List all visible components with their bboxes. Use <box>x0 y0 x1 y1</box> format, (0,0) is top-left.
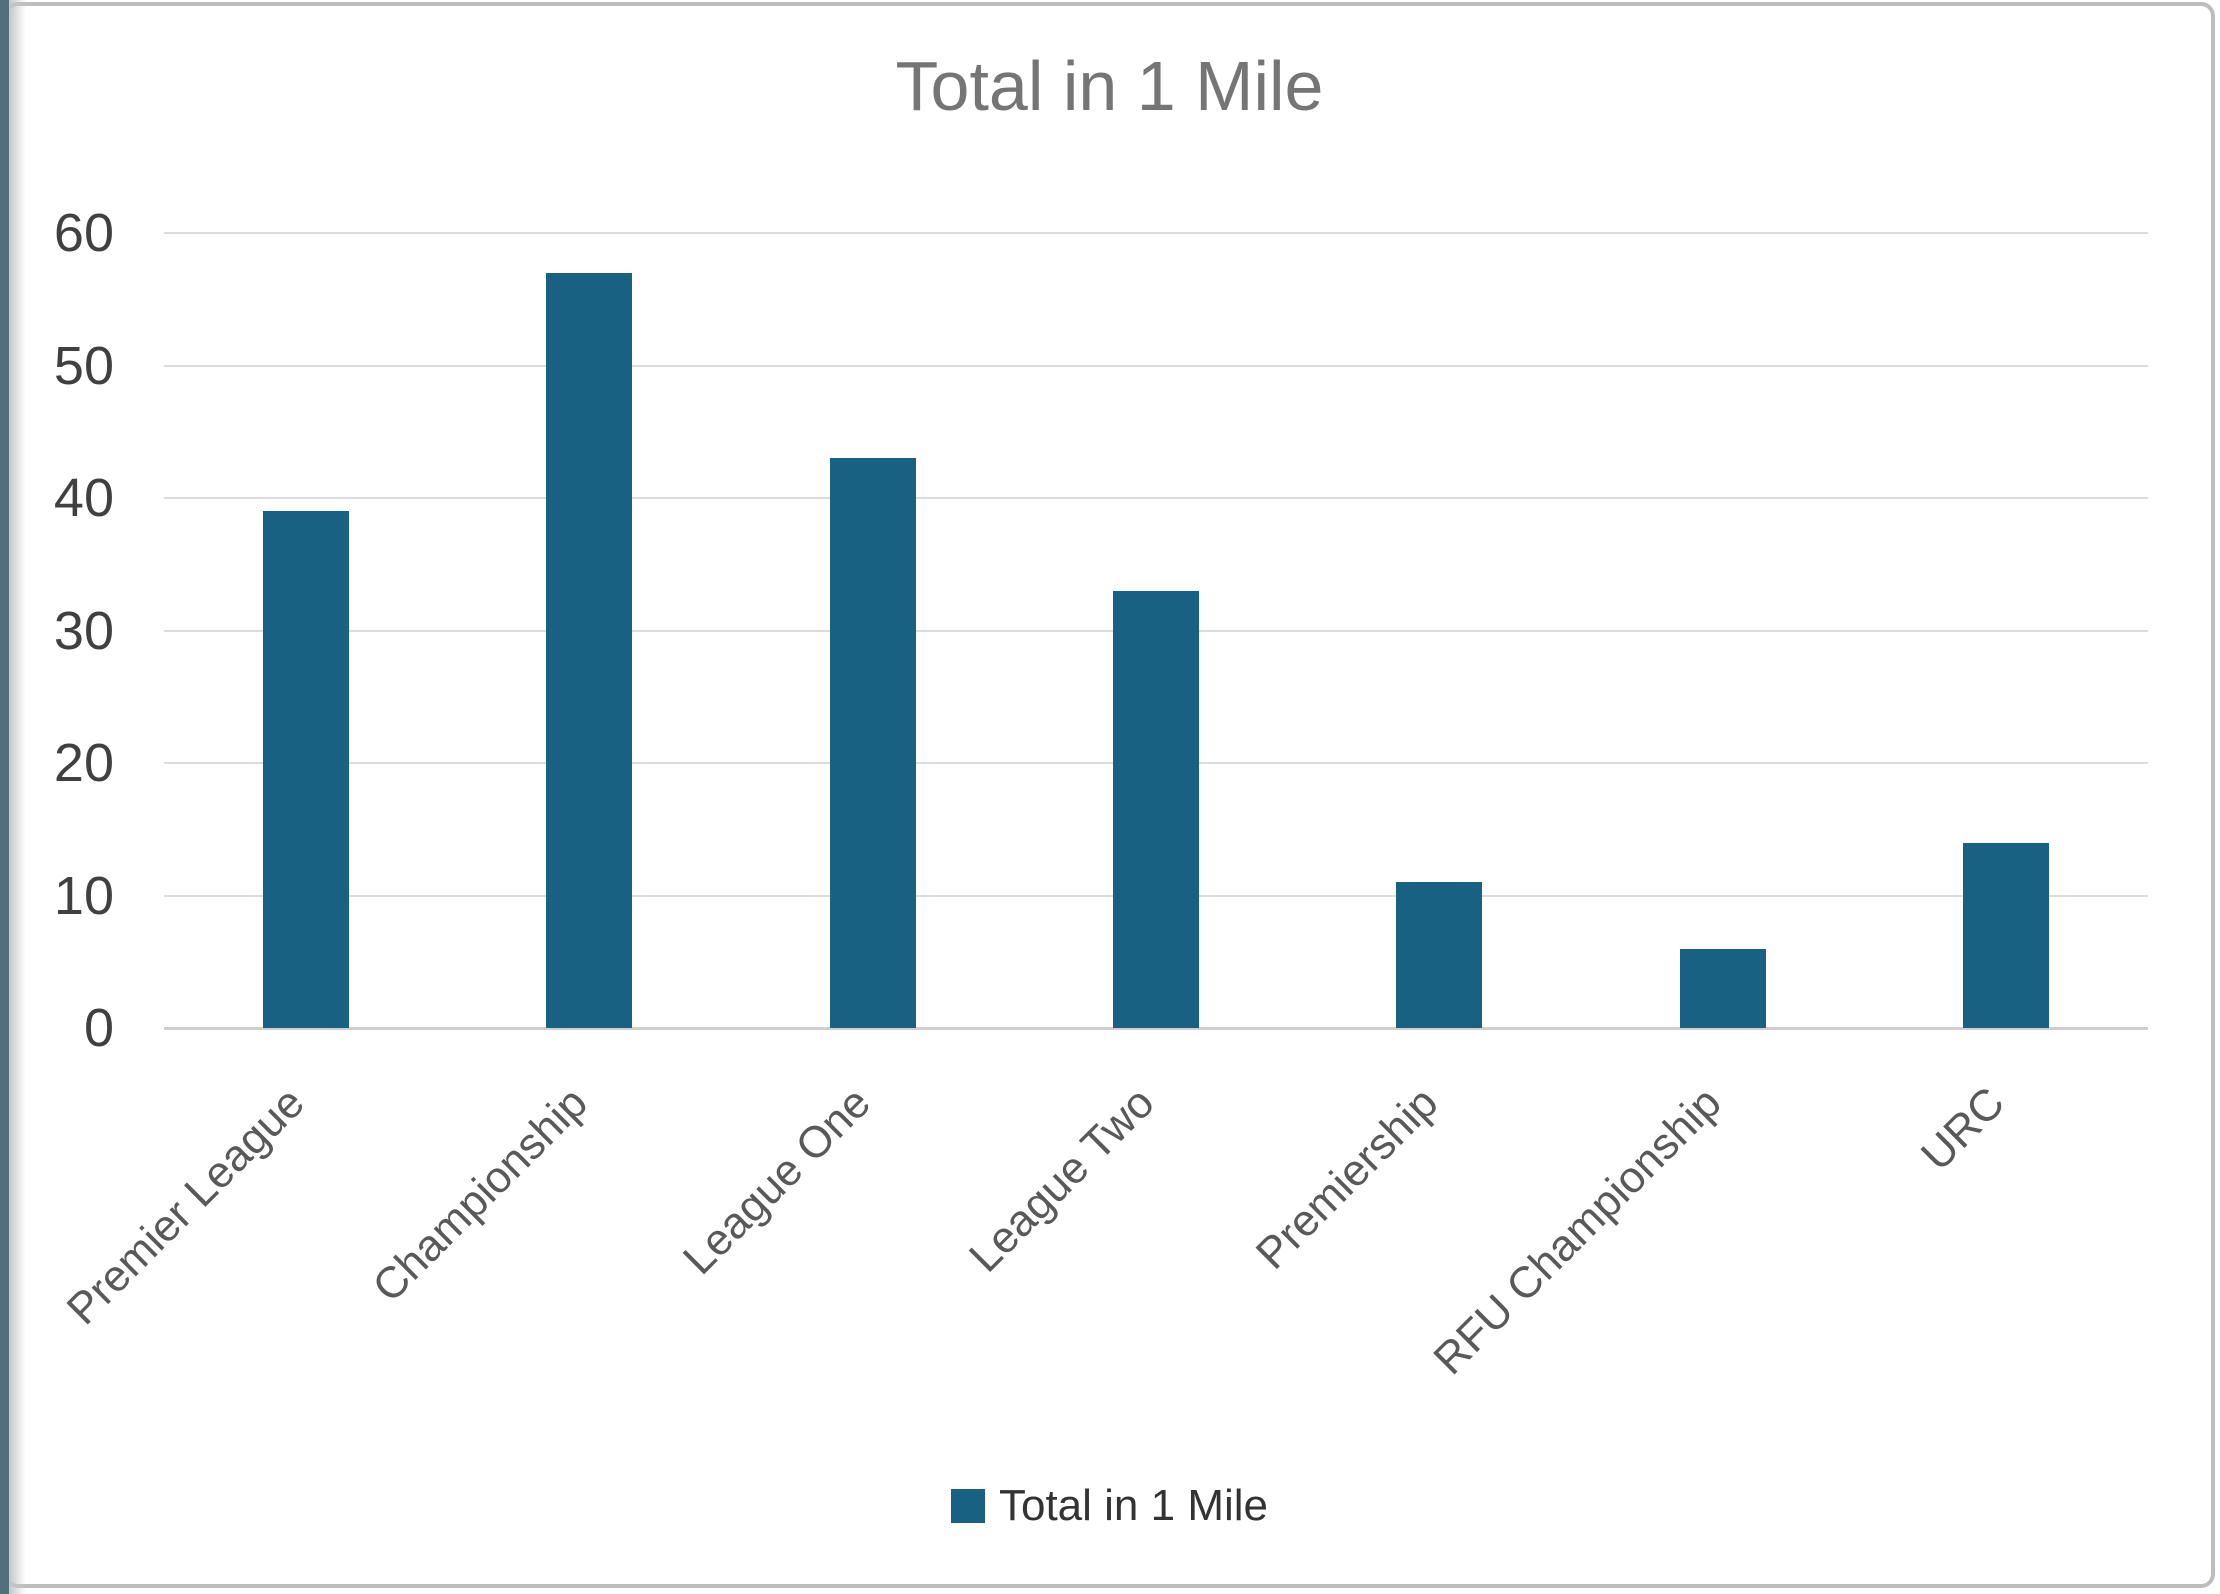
gridline-y-40 <box>164 497 2148 499</box>
y-axis-tick-label: 20 <box>53 733 114 793</box>
y-axis-tick-label: 50 <box>53 335 114 396</box>
chart-card: Total in 1 Mile 0 10 20 30 40 50 60 Premier Lea… <box>4 2 2215 1588</box>
legend-swatch-icon <box>950 1489 985 1523</box>
y-axis-tick-label: 30 <box>53 600 114 661</box>
bar-rfu-championship[interactable] <box>1679 948 1766 1028</box>
x-axis-label: Championship <box>363 1078 597 1312</box>
x-axis-label: League One <box>674 1078 881 1284</box>
x-axis-label: RFU Championship <box>1424 1078 1731 1385</box>
x-axis-label: Premier League <box>57 1078 314 1335</box>
bar-urc[interactable] <box>1963 842 2050 1028</box>
window-edge-strip <box>0 0 9 1594</box>
x-axis-label: URC <box>1911 1078 2014 1181</box>
gridline-y-0 <box>164 1027 2148 1030</box>
bar-championship[interactable] <box>546 272 633 1028</box>
legend-label: Total in 1 Mile <box>998 1481 1268 1530</box>
bar-league-one[interactable] <box>829 458 916 1028</box>
plot-area: 0 10 20 30 40 50 60 Premier League Championship L… <box>8 6 2211 1584</box>
y-axis-tick-label: 0 <box>83 998 114 1058</box>
bar-premier-league[interactable] <box>262 511 349 1028</box>
legend[interactable]: Total in 1 Mile <box>8 1482 2211 1530</box>
y-axis-tick-label: 40 <box>53 468 114 528</box>
y-axis-tick-label: 60 <box>53 203 114 263</box>
bar-league-two[interactable] <box>1113 590 1199 1028</box>
bar-premiership[interactable] <box>1396 882 1483 1028</box>
x-axis-label: League Two <box>960 1078 1164 1282</box>
y-axis-tick-label: 10 <box>53 865 114 926</box>
chart-title: Total in 1 Mile <box>895 47 1324 125</box>
x-axis-label: Premiership <box>1246 1078 1448 1279</box>
window-edge-shadow <box>9 0 26 1594</box>
gridline-y-60 <box>164 232 2148 234</box>
gridline-y-50 <box>164 364 2148 367</box>
